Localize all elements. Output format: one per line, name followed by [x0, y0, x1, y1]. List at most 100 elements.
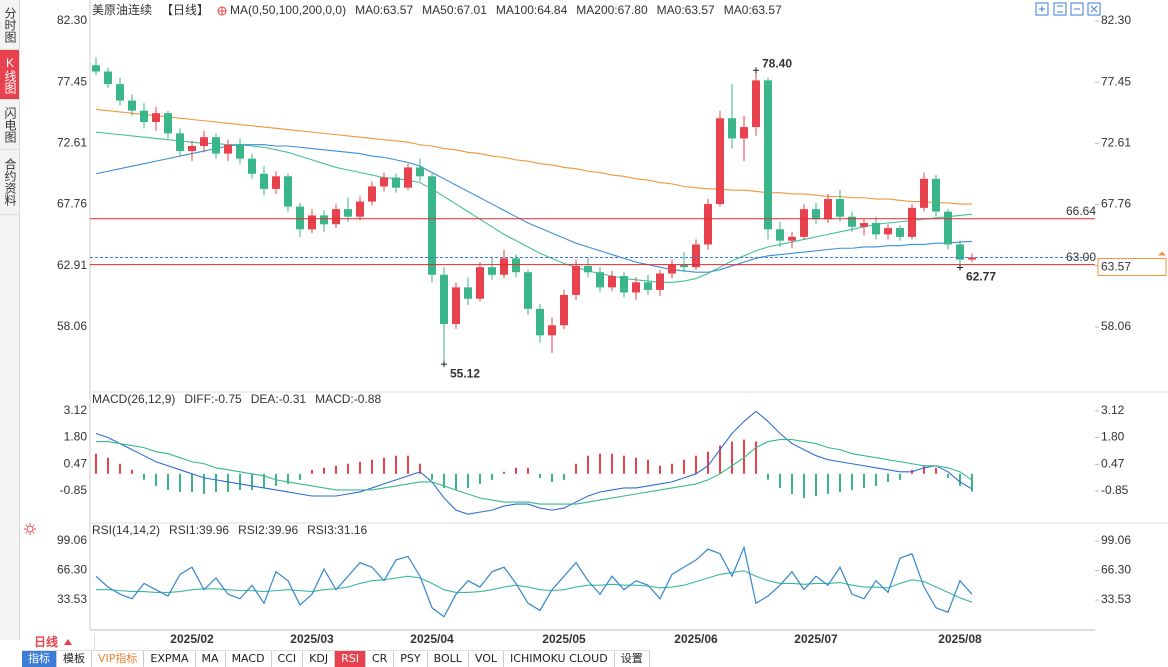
rsi-line: [96, 570, 973, 603]
macd-bar: [623, 455, 625, 474]
toolbar-item[interactable]: KDJ: [303, 651, 336, 667]
macd-bar: [119, 463, 121, 474]
candle-body: [524, 272, 532, 309]
macd-bar: [395, 455, 397, 474]
y-tick-label: 66.30: [1101, 563, 1131, 577]
macd-bar: [503, 471, 505, 474]
macd-bar: [767, 473, 769, 480]
toolbar-icons[interactable]: [1035, 2, 1101, 16]
candle-body: [140, 110, 148, 123]
y-tick-label: -0.85: [60, 483, 88, 497]
candle-body: [356, 201, 364, 217]
y-tick-label: 66.30: [57, 563, 87, 577]
level-label: 63.00: [1066, 250, 1096, 264]
y-tick-label: 99.06: [1101, 533, 1131, 547]
toolbar-item[interactable]: CR: [366, 651, 395, 667]
period-button[interactable]: 日线: [28, 634, 95, 649]
y-tick-label: 3.12: [1101, 403, 1125, 417]
x-tick-label: 2025/05: [542, 632, 586, 646]
y-tick-label: 62.91: [57, 258, 87, 272]
tab[interactable]: 闪电图: [0, 100, 19, 150]
macd-bar: [215, 473, 217, 492]
toolbar-item[interactable]: EXPMA: [144, 651, 196, 667]
toolbar-item[interactable]: 设置: [615, 651, 650, 667]
candle-body: [188, 145, 196, 152]
toolbar-item[interactable]: PSY: [394, 651, 428, 667]
candle-body: [128, 100, 136, 111]
macd-bar: [635, 457, 637, 474]
legend-item: MA100:64.84: [496, 3, 568, 17]
tab[interactable]: K线图: [0, 50, 19, 100]
toolbar-item[interactable]: ICHIMOKU CLOUD: [504, 651, 615, 667]
y-tick-label: 58.06: [57, 319, 87, 333]
legend-item: RSI(14,14,2): [92, 523, 160, 537]
y-tick-label: 77.45: [57, 74, 87, 88]
candle-body: [596, 272, 604, 288]
toolbar-item[interactable]: 模板: [57, 651, 92, 667]
macd-bar: [107, 457, 109, 474]
legend-item: 美原油连续: [92, 2, 152, 17]
macd-bar: [299, 473, 301, 480]
macd-bar: [515, 467, 517, 474]
candle-body: [908, 207, 916, 237]
toolbar-item[interactable]: VOL: [469, 651, 505, 667]
macd-bar: [383, 457, 385, 474]
macd-bar: [743, 439, 745, 474]
x-tick-label: 2025/08: [938, 632, 982, 646]
candle-body: [380, 177, 388, 187]
candle-body: [920, 178, 928, 208]
candle-body: [440, 274, 448, 324]
macd-bar: [347, 463, 349, 474]
candle-body: [536, 308, 544, 336]
macd-bar: [827, 473, 829, 494]
candle-body: [584, 265, 592, 273]
settings-icon[interactable]: [217, 6, 227, 16]
candle-body: [680, 264, 688, 268]
macd-bar: [551, 473, 553, 482]
macd-bar: [407, 455, 409, 474]
annotation: 78.40: [762, 56, 792, 70]
candle-body: [404, 167, 412, 188]
legend-item: 【日线】: [161, 3, 209, 17]
candle-body: [884, 228, 892, 235]
macd-bar: [191, 473, 193, 492]
toolbar-item[interactable]: 指标: [22, 651, 57, 667]
macd-bar: [491, 473, 493, 480]
candle-body: [824, 199, 832, 220]
price-arrow: [1158, 251, 1166, 256]
toolbar-item[interactable]: RSI: [335, 651, 366, 667]
y-tick-label: 0.47: [1101, 457, 1125, 471]
tab[interactable]: 合约资料: [0, 150, 19, 215]
toolbar-item[interactable]: MACD: [226, 651, 272, 667]
tab[interactable]: 分时图: [0, 0, 19, 50]
candle-body: [896, 228, 904, 237]
macd-bar: [815, 473, 817, 497]
candle-body: [212, 137, 220, 154]
macd-bar: [875, 473, 877, 486]
legend-item: MACD:-0.88: [315, 392, 381, 406]
candle-body: [968, 257, 976, 260]
candle-body: [560, 294, 568, 326]
candle-body: [164, 113, 172, 134]
rsi-icon[interactable]: [24, 523, 36, 535]
macd-bar: [683, 459, 685, 474]
ma-line: [95, 108, 972, 205]
toolbar-item[interactable]: VIP指标: [92, 651, 145, 667]
x-tick-label: 2025/06: [674, 632, 718, 646]
candle-body: [176, 133, 184, 152]
macd-bar: [479, 473, 481, 484]
macd-bar: [251, 473, 253, 490]
y-tick-label: 67.76: [1101, 197, 1131, 211]
macd-line: [96, 439, 973, 505]
macd-bar: [287, 473, 289, 484]
toolbar-item[interactable]: BOLL: [428, 651, 469, 667]
legend-item: MA0:63.57: [724, 3, 782, 17]
macd-bar: [611, 453, 613, 474]
macd-bar: [959, 473, 961, 486]
candle-body: [260, 173, 268, 189]
toolbar-item[interactable]: CCI: [272, 651, 304, 667]
macd-bar: [323, 467, 325, 474]
candle-body: [284, 176, 292, 207]
candle-body: [104, 71, 112, 85]
toolbar-item[interactable]: MA: [196, 651, 226, 667]
